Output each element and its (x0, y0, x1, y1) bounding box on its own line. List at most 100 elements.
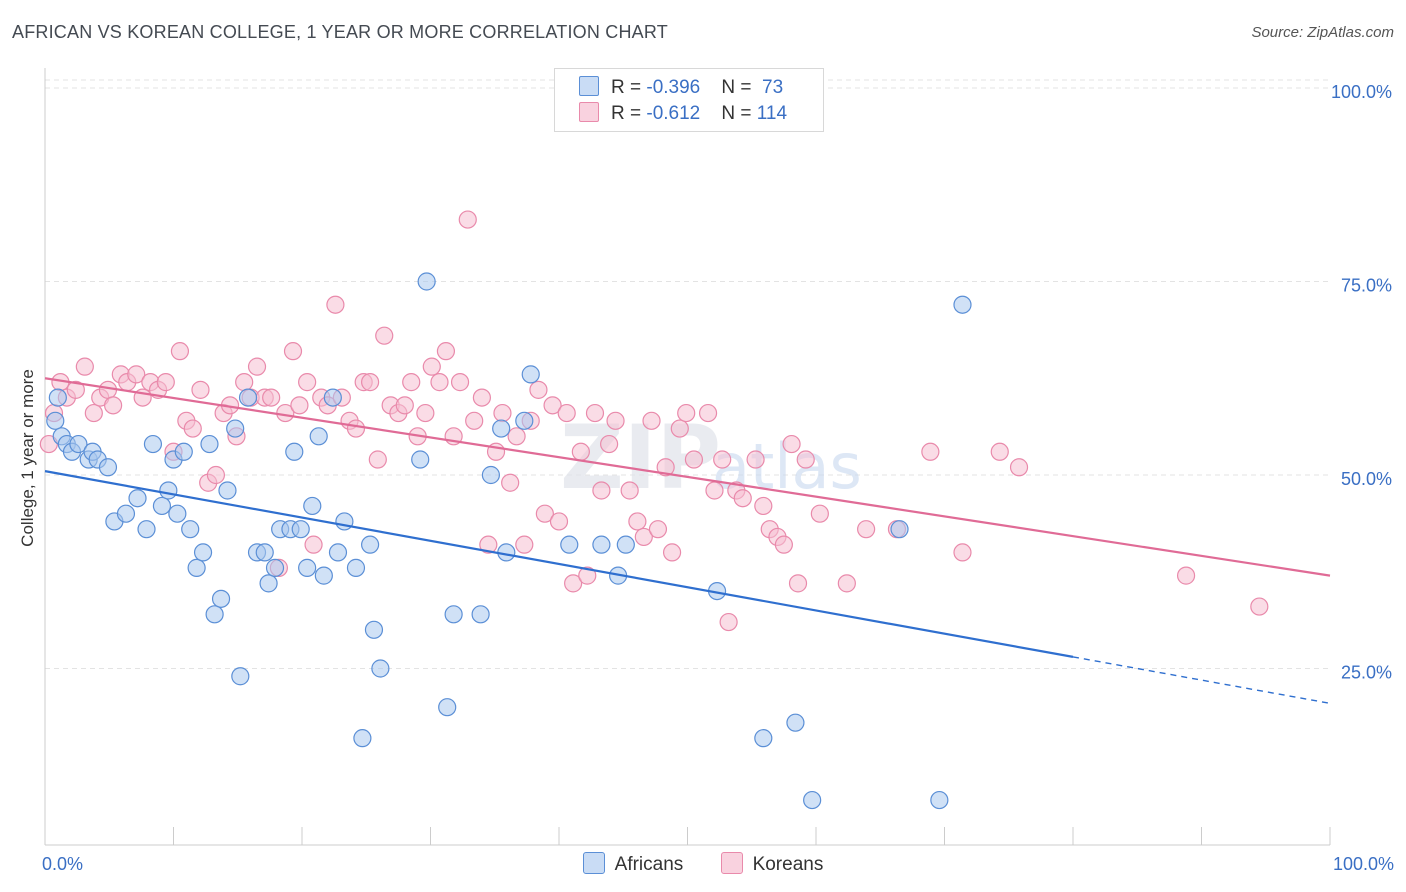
korean-point (262, 388, 281, 407)
korean-point (479, 535, 498, 554)
korean-point (458, 210, 477, 229)
african-point (309, 427, 328, 446)
korean-point (585, 403, 605, 423)
african-point (205, 605, 224, 624)
tick-labels: 25.0% 50.0% 75.0% 100.0% 0.0% 100.0% (42, 82, 1394, 874)
korean-point (543, 396, 562, 415)
korean-point (402, 373, 421, 392)
african-point (417, 272, 436, 291)
grid-lines (45, 79, 1330, 669)
korean-point (416, 403, 435, 423)
korean-point (436, 342, 456, 361)
korean-point (557, 403, 576, 423)
african-point (159, 481, 178, 500)
trend-lines (44, 377, 1331, 705)
african-point (259, 574, 278, 593)
korean-point (746, 450, 765, 469)
african-point (492, 419, 511, 438)
african-point (69, 434, 88, 454)
african-point (218, 481, 237, 500)
korean-point (634, 527, 653, 547)
african-point (187, 558, 206, 577)
legend-r-value: -0.396 (646, 77, 701, 98)
korean-point (304, 535, 323, 554)
korean-point (1250, 597, 1269, 616)
korean-point (422, 357, 441, 376)
korean-point (733, 489, 752, 508)
korean-point (290, 396, 309, 415)
korean-point (837, 574, 856, 593)
african-point (226, 419, 245, 438)
korean-point (719, 612, 738, 632)
african-point (265, 558, 285, 577)
korean-point (235, 373, 254, 392)
y-tick-label: 25.0% (1341, 663, 1392, 683)
african-point (953, 295, 972, 314)
african-point (353, 729, 372, 748)
korean-point (642, 411, 661, 430)
korean-point (857, 520, 876, 539)
african-point (48, 388, 67, 407)
korean-point (670, 419, 689, 438)
african-point (98, 458, 118, 477)
african-point (174, 442, 193, 461)
legend-label-africans: Africans (614, 854, 684, 875)
legend-row-africans: R = -0.396 N = 73 (579, 76, 783, 100)
korean-point (127, 365, 146, 384)
african-point (137, 520, 156, 539)
african-point (560, 535, 579, 554)
legend-swatch-africans (579, 76, 599, 96)
korean-point (375, 326, 394, 345)
korean-point (465, 411, 484, 430)
korean-point (191, 380, 210, 399)
african-point (592, 535, 611, 554)
african-point (890, 520, 909, 539)
legend-swatch-koreans (720, 852, 743, 874)
african-point (128, 489, 147, 508)
african-point (411, 450, 430, 469)
african-point (371, 659, 390, 678)
african-point (930, 790, 949, 810)
african-point (481, 465, 500, 485)
y-tick-label: 75.0% (1341, 276, 1392, 296)
korean-point (578, 566, 597, 585)
africans-trend-extension (1072, 656, 1331, 705)
koreans-trend-line (44, 377, 1331, 577)
african-point (303, 496, 322, 516)
korean-point (796, 450, 815, 469)
african-point (152, 496, 172, 516)
korean-point (705, 481, 724, 500)
african-point (471, 605, 490, 624)
korean-point (592, 481, 611, 500)
african-point (364, 620, 384, 639)
korean-point (713, 450, 732, 469)
korean-point (326, 295, 345, 314)
african-point (211, 589, 231, 608)
korean-point (493, 403, 512, 423)
african-point (116, 504, 136, 523)
african-point (181, 520, 200, 539)
african-point (231, 667, 250, 686)
african-point (291, 520, 310, 539)
legend-r-value: -0.612 (646, 103, 701, 124)
african-point (193, 543, 213, 562)
korean-point (549, 512, 569, 531)
korean-point (84, 403, 103, 423)
legend-r-label: R = (611, 77, 647, 98)
korean-point (953, 543, 972, 562)
legend-item-africans: Africans (582, 852, 684, 876)
korean-point (684, 450, 704, 469)
korean-point (677, 403, 696, 423)
african-point (238, 388, 258, 407)
korean-point (515, 535, 534, 554)
african-point (438, 698, 457, 717)
african-point (255, 543, 274, 562)
legend-swatch-koreans (579, 102, 599, 122)
korean-point (1176, 566, 1196, 585)
korean-point (782, 434, 801, 454)
korean-point (298, 373, 317, 392)
korean-point (774, 535, 793, 554)
korean-point (620, 481, 639, 500)
korean-point (628, 512, 647, 531)
